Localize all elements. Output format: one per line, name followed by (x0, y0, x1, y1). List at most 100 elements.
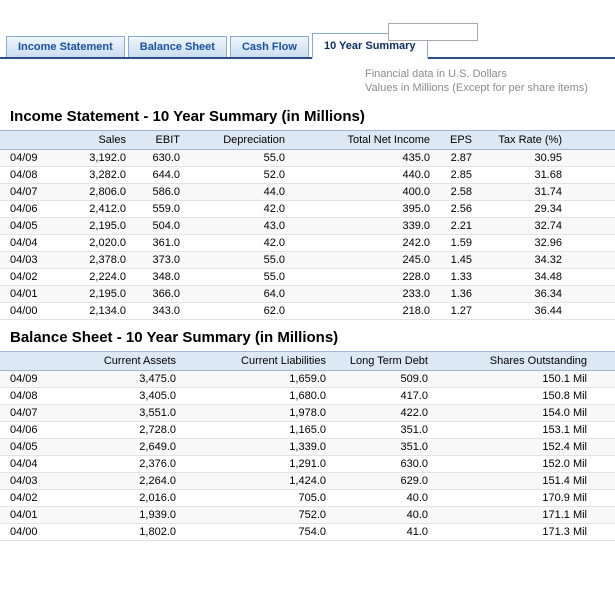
currency-notes: Financial data in U.S. Dollars Values in… (365, 67, 615, 96)
balance-summary-title: Balance Sheet - 10 Year Summary (in Mill… (10, 328, 339, 346)
tab-bar: Income Statement Balance Sheet Cash Flow… (0, 33, 615, 59)
table-cell: 04/07 (0, 183, 60, 201)
table-cell: 04/02 (0, 489, 60, 507)
table-cell: 32.74 (478, 217, 615, 235)
table-cell: 2,376.0 (60, 455, 182, 473)
table-cell: 31.74 (478, 183, 615, 201)
table-cell: 04/00 (0, 302, 60, 320)
table-cell: 41.0 (332, 523, 434, 541)
table-cell: 3,192.0 (60, 149, 132, 167)
table-cell: 52.0 (186, 166, 291, 184)
column-header: EBIT (132, 129, 186, 150)
table-cell: 245.0 (291, 251, 436, 269)
table-cell: 348.0 (132, 268, 186, 286)
table-cell: 752.0 (182, 506, 332, 524)
table-cell: 42.0 (186, 200, 291, 218)
tab-cash-flow[interactable]: Cash Flow (229, 36, 309, 57)
table-cell: 151.4 Mil (434, 472, 615, 490)
table-row: 04/08 3,405.0 1,680.0 417.0 150.8 Mil (0, 387, 615, 405)
table-cell: 04/01 (0, 506, 60, 524)
table-cell: 40.0 (332, 489, 434, 507)
table-cell: 30.95 (478, 149, 615, 167)
table-row: 04/09 3,192.0 630.0 55.0 435.0 2.87 30.95 (0, 149, 615, 167)
table-cell: 343.0 (132, 302, 186, 320)
table-cell: 2.85 (436, 166, 478, 184)
tab-income-statement[interactable]: Income Statement (6, 36, 125, 57)
table-cell: 2,195.0 (60, 285, 132, 303)
table-row: 04/07 3,551.0 1,978.0 422.0 154.0 Mil (0, 404, 615, 422)
table-cell: 04/00 (0, 523, 60, 541)
column-header: Total Net Income (291, 129, 436, 150)
note-values: Values in Millions (Except for per share… (365, 82, 588, 95)
table-cell: 1,165.0 (182, 421, 332, 439)
table-cell: 04/05 (0, 217, 60, 235)
table-cell: 170.9 Mil (434, 489, 615, 507)
column-header: EPS (436, 129, 478, 150)
table-cell: 1,802.0 (60, 523, 182, 541)
table-cell: 3,475.0 (60, 370, 182, 388)
table-cell: 233.0 (291, 285, 436, 303)
table-cell: 754.0 (182, 523, 332, 541)
table-cell: 55.0 (186, 149, 291, 167)
table-row: 04/04 2,376.0 1,291.0 630.0 152.0 Mil (0, 455, 615, 473)
table-cell: 34.48 (478, 268, 615, 286)
table-cell: 36.44 (478, 302, 615, 320)
table-cell: 228.0 (291, 268, 436, 286)
table-row: 04/09 3,475.0 1,659.0 509.0 150.1 Mil (0, 370, 615, 388)
table-cell: 62.0 (186, 302, 291, 320)
table-cell: 366.0 (132, 285, 186, 303)
clipped-widget-fragment (388, 23, 478, 41)
table-cell: 2,806.0 (60, 183, 132, 201)
table-cell: 04/05 (0, 438, 60, 456)
table-cell: 43.0 (186, 217, 291, 235)
table-row: 04/03 2,264.0 1,424.0 629.0 151.4 Mil (0, 472, 615, 490)
table-cell: 1.59 (436, 234, 478, 252)
table-cell: 34.32 (478, 251, 615, 269)
table-cell: 152.4 Mil (434, 438, 615, 456)
table-cell: 361.0 (132, 234, 186, 252)
table-cell: 2.87 (436, 149, 478, 167)
table-cell: 2,020.0 (60, 234, 132, 252)
column-header: Depreciation (186, 129, 291, 150)
table-cell: 42.0 (186, 234, 291, 252)
table-cell: 04/09 (0, 149, 60, 167)
table-cell: 04/03 (0, 251, 60, 269)
table-row: 04/06 2,728.0 1,165.0 351.0 153.1 Mil (0, 421, 615, 439)
table-cell: 150.8 Mil (434, 387, 615, 405)
table-cell: 1.36 (436, 285, 478, 303)
table-cell: 32.96 (478, 234, 615, 252)
table-row: 04/01 2,195.0 366.0 64.0 233.0 1.36 36.34 (0, 285, 615, 303)
table-cell: 630.0 (132, 149, 186, 167)
table-row: 04/07 2,806.0 586.0 44.0 400.0 2.58 31.74 (0, 183, 615, 201)
column-header: Shares Outstanding (434, 350, 615, 371)
table-cell: 31.68 (478, 166, 615, 184)
table-cell: 644.0 (132, 166, 186, 184)
table-cell: 3,551.0 (60, 404, 182, 422)
income-summary-table: Sales EBIT Depreciation Total Net Income EPS… (0, 129, 615, 320)
table-cell: 55.0 (186, 251, 291, 269)
table-cell: 04/04 (0, 234, 60, 252)
table-cell: 04/08 (0, 166, 60, 184)
table-cell: 153.1 Mil (434, 421, 615, 439)
tab-balance-sheet[interactable]: Balance Sheet (127, 36, 227, 57)
table-cell: 2.21 (436, 217, 478, 235)
table-cell: 2,728.0 (60, 421, 182, 439)
table-cell: 2,264.0 (60, 472, 182, 490)
table-cell: 29.34 (478, 200, 615, 218)
table-cell: 373.0 (132, 251, 186, 269)
column-header: Current Liabilities (182, 350, 332, 371)
table-cell: 2,649.0 (60, 438, 182, 456)
table-row: 04/02 2,016.0 705.0 40.0 170.9 Mil (0, 489, 615, 507)
table-cell: 3,405.0 (60, 387, 182, 405)
table-cell: 152.0 Mil (434, 455, 615, 473)
column-header: Long Term Debt (332, 350, 434, 371)
table-row: 04/03 2,378.0 373.0 55.0 245.0 1.45 34.32 (0, 251, 615, 269)
table-cell: 1,424.0 (182, 472, 332, 490)
table-cell: 509.0 (332, 370, 434, 388)
table-cell: 400.0 (291, 183, 436, 201)
table-cell: 351.0 (332, 421, 434, 439)
table-cell: 1,291.0 (182, 455, 332, 473)
balance-summary-table: Current Assets Current Liabilities Long Te… (0, 350, 615, 541)
table-row: 04/04 2,020.0 361.0 42.0 242.0 1.59 32.96 (0, 234, 615, 252)
table-cell: 1.27 (436, 302, 478, 320)
